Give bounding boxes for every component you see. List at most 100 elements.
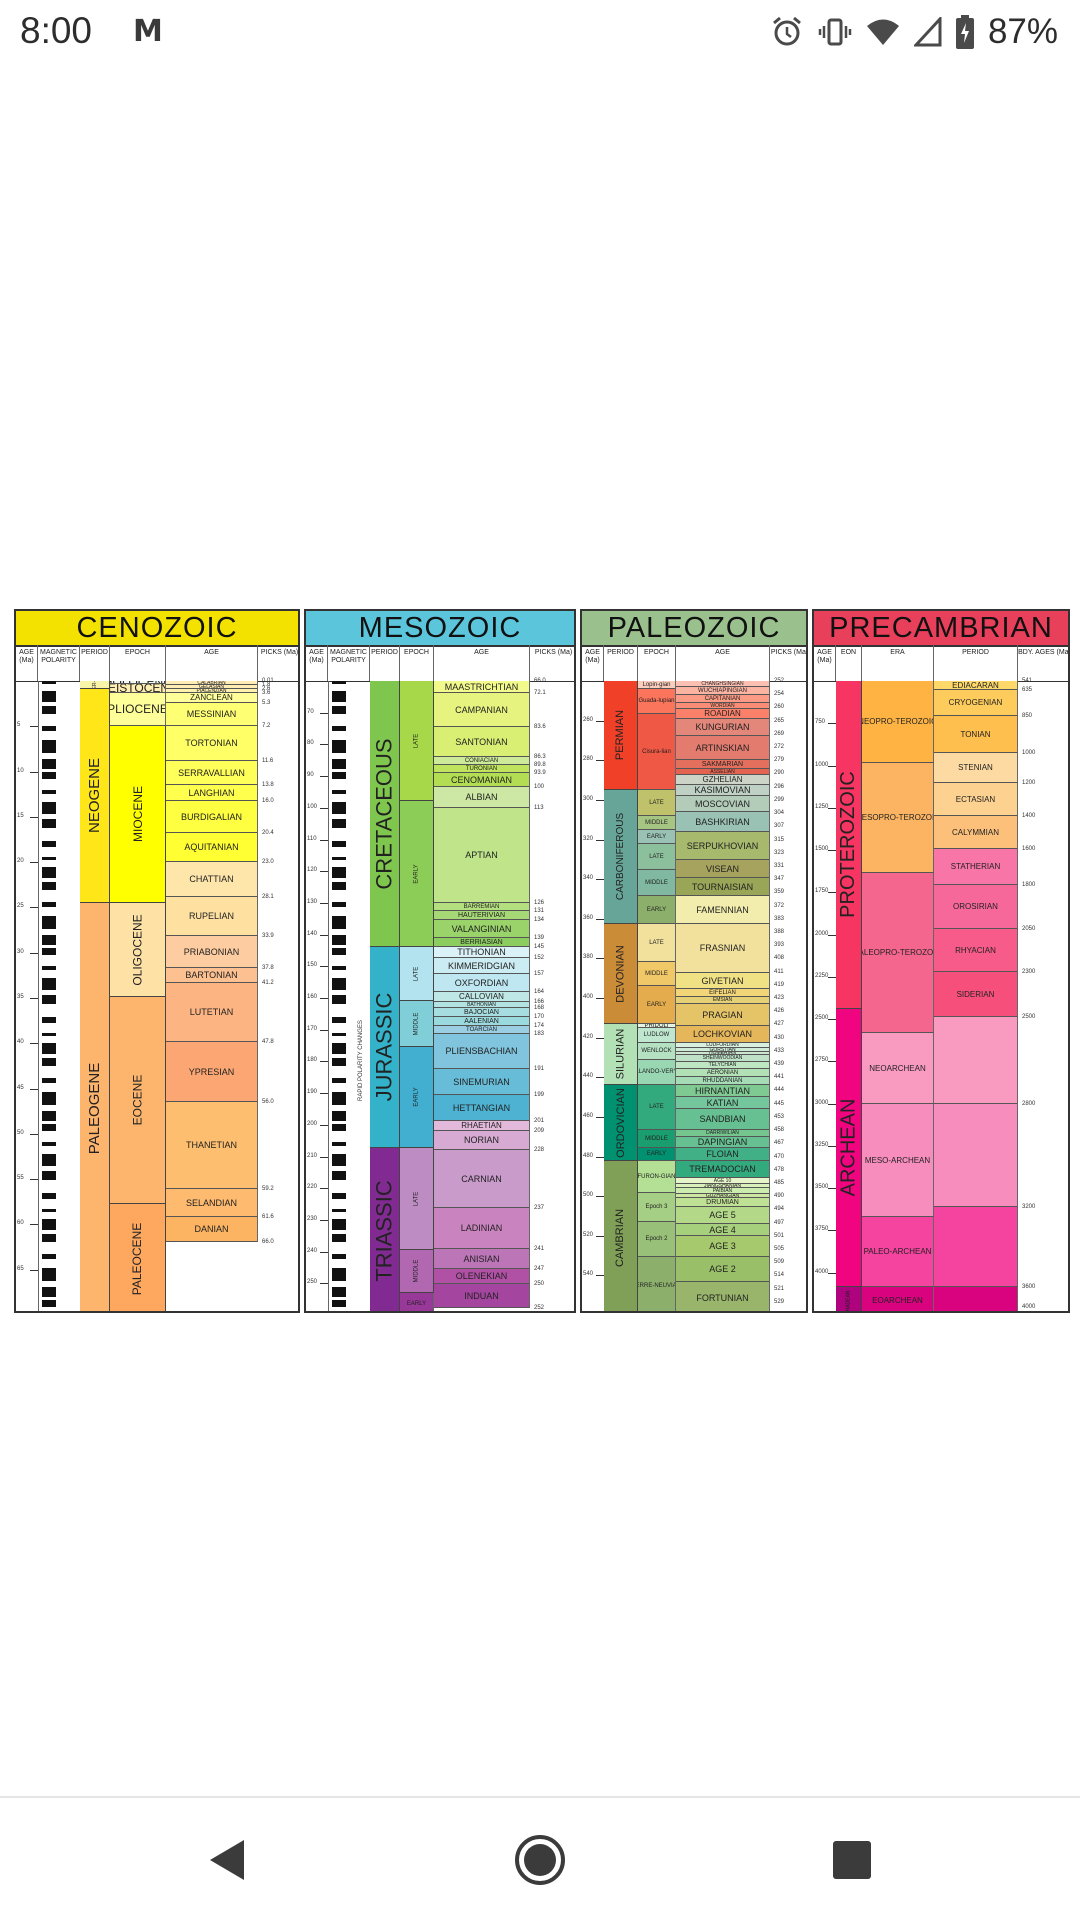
period-band: DEVONIAN (604, 924, 638, 1024)
column-header: PERIOD (370, 645, 400, 681)
pick-label: 254 (774, 691, 785, 697)
age-band: VALANGINIAN (434, 920, 530, 938)
polarity-stripe (42, 1171, 56, 1180)
age-band: TITHONIAN (434, 947, 530, 958)
axis-tick (320, 935, 328, 936)
age-band: RHUDDANIAN (676, 1077, 770, 1085)
era-band: NEOPRO-TEROZOIC (862, 681, 934, 763)
axis-tick-label: 30 (17, 949, 24, 955)
axis-tick (828, 892, 836, 893)
epoch-band: PLIOCENE (110, 693, 166, 726)
age-band: CAMPANIAN (434, 693, 530, 727)
polarity-stripe (332, 1193, 346, 1199)
back-button[interactable] (196, 1830, 256, 1890)
age-band: LUTETIAN (166, 983, 258, 1042)
boundary-age-label: 1400 (1022, 813, 1036, 819)
axis-tick (828, 1061, 836, 1062)
column-header: AGE (166, 645, 258, 681)
axis-tick (30, 1224, 38, 1225)
pick-label: 485 (774, 1180, 785, 1186)
polarity-stripe (42, 1287, 56, 1297)
age-band: TELYCHIAN (676, 1062, 770, 1069)
axis-tick-label: 140 (307, 931, 318, 937)
recents-button[interactable] (822, 1830, 882, 1890)
polarity-stripe (332, 1092, 346, 1105)
polarity-stripe (332, 740, 346, 753)
age-band: PLIENSBACHIAN (434, 1034, 530, 1069)
polarity-stripe (42, 1142, 56, 1146)
axis-tick-label: 480 (583, 1153, 594, 1159)
pick-label: 439 (774, 1061, 785, 1067)
polarity-stripe (42, 726, 56, 731)
epoch-band-label: EARLY (413, 863, 420, 884)
period-band: RHYACIAN (934, 929, 1018, 972)
age-band: NORIAN (434, 1131, 530, 1150)
age-band: EMSIAN (676, 997, 770, 1004)
panel-title: CENOZOIC (16, 611, 298, 647)
pick-label: 478 (774, 1167, 785, 1173)
polarity-stripe (42, 1043, 56, 1054)
epoch-band: PRIDOLI (638, 1024, 676, 1028)
polarity-stripe (42, 802, 56, 814)
home-button[interactable] (510, 1830, 570, 1890)
epoch-band: MIDDLE (638, 1130, 676, 1148)
pick-label: 61.6 (262, 1214, 274, 1220)
age-band: KUNGURIAN (676, 719, 770, 736)
age-axis: 70 80 90 100 110 120 130 140 150 160 170 180 190 200 2… (306, 681, 329, 1311)
age-band: SELANDIAN (166, 1189, 258, 1217)
age-band: RUPELIAN (166, 897, 258, 936)
period-band: CALYMMIAN (934, 816, 1018, 849)
polarity-stripe (332, 802, 346, 814)
polarity-stripe (332, 1254, 346, 1259)
polarity-stripe (332, 706, 346, 714)
axis-tick-label: 260 (583, 717, 594, 723)
rapid-polarity-label: RAPID POLARITY CHANGES (358, 1020, 364, 1101)
period-band-label: SILURIAN (614, 1028, 627, 1080)
period-band: EDIACARAN (934, 681, 1018, 690)
age-band: FAMENNIAN (676, 896, 770, 924)
axis-tick-label: 1500 (815, 846, 829, 852)
axis-tick-label: 10 (17, 768, 24, 774)
period-band: PERMIAN (604, 681, 638, 790)
age-band: ROADIAN (676, 709, 770, 719)
axis-tick-label: 130 (307, 899, 318, 905)
back-icon (210, 1840, 244, 1880)
panel-title: MESOZOIC (306, 611, 574, 647)
column-header: AGE (Ma) (16, 645, 38, 681)
eon-band: HADEAN (836, 1287, 862, 1311)
axis-tick (30, 907, 38, 908)
axis-tick (30, 1089, 38, 1090)
eon-band-label: HADEAN (845, 1290, 852, 1311)
polarity-stripe (332, 1017, 346, 1023)
column-header: AGE (434, 645, 530, 681)
age-band: SERPUKHOVIAN (676, 832, 770, 860)
period-band-label: CARBONIFEROUS (615, 812, 627, 901)
polarity-stripe (42, 1017, 56, 1023)
axis-tick-label: 90 (307, 772, 314, 778)
pick-label: 33.9 (262, 933, 274, 939)
polarity-stripe (42, 1219, 56, 1230)
column-header: PICKS (Ma) (770, 645, 806, 681)
axis-tick (30, 953, 38, 954)
epoch-band: LATE (638, 1085, 676, 1130)
polarity-stripe (332, 1234, 346, 1242)
axis-tick (596, 1275, 604, 1276)
epoch-band: EARLY (638, 986, 676, 1024)
age-band: CONIACIAN (434, 757, 530, 765)
age-band: SHEINWOODIAN (676, 1055, 770, 1062)
eon-band-label: ARCHEAN (837, 1098, 860, 1197)
pick-label: 388 (774, 929, 785, 935)
axis-tick-label: 280 (583, 756, 594, 762)
period-band: TRIASSIC (370, 1148, 400, 1311)
axis-tick (30, 772, 38, 773)
polarity-stripe (42, 790, 56, 794)
pick-label: 16.0 (262, 798, 274, 804)
column-header: PICKS (Ma) (530, 645, 574, 681)
period-band: CARBONIFEROUS (604, 790, 638, 924)
epoch-band: EARLY (400, 801, 434, 947)
pick-label: 497 (774, 1220, 785, 1226)
age-band: CAPITANIAN (676, 695, 770, 703)
pick-label: 134 (534, 917, 545, 923)
polarity-stripe (42, 1033, 56, 1036)
period-band: ECTASIAN (934, 783, 1018, 816)
